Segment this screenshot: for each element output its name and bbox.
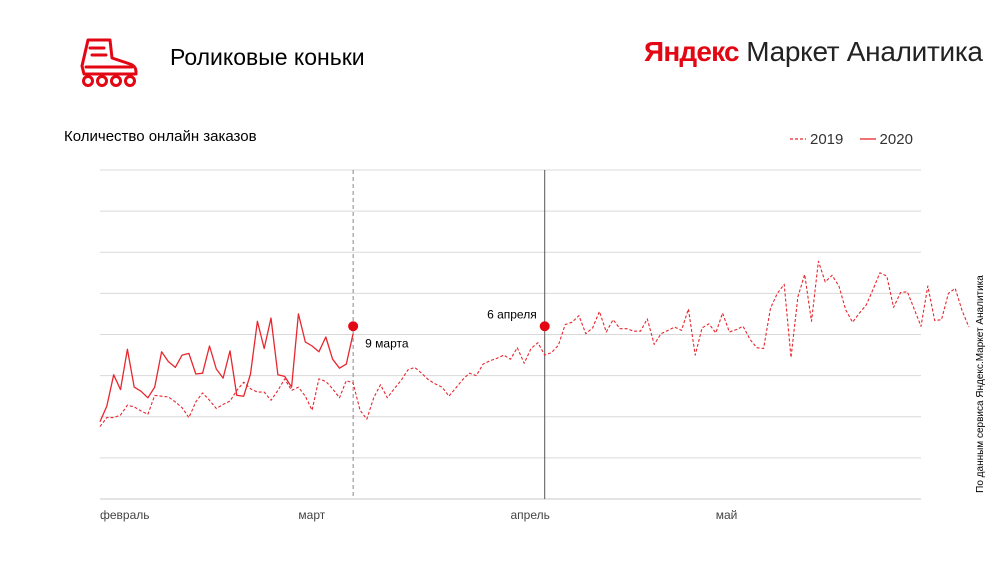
- legend-swatch-dashed: [790, 138, 806, 140]
- chart-legend: 2019 2020: [790, 128, 925, 148]
- annotation-label: 6 апреля: [487, 307, 537, 321]
- x-tick-label: март: [298, 508, 325, 522]
- page-title: Роликовые коньки: [170, 44, 365, 70]
- brand-product: Маркет Аналитика: [738, 36, 983, 67]
- chart-title: Количество онлайн заказов: [64, 128, 257, 145]
- legend-swatch-solid: [859, 138, 876, 140]
- legend-item-2019: 2019: [790, 131, 843, 148]
- brand-yandex: Яндекс: [644, 36, 740, 67]
- x-tick-label: апрель: [511, 508, 550, 522]
- legend-item-2020: 2020: [859, 130, 913, 148]
- annotation-marker: [539, 321, 550, 332]
- series-line-2019: [99, 260, 970, 427]
- roller-skate-icon: [76, 36, 140, 88]
- legend-label-2020: 2020: [879, 130, 913, 148]
- x-tick-label: февраль: [100, 508, 150, 522]
- legend-label-2019: 2019: [810, 130, 844, 148]
- annotation-marker: [348, 321, 359, 332]
- brand-logo: Яндекс Маркет Аналитика: [644, 36, 983, 68]
- series-line-2020: [99, 313, 354, 422]
- x-tick-label: май: [716, 508, 738, 522]
- annotation-label: 9 марта: [365, 336, 409, 350]
